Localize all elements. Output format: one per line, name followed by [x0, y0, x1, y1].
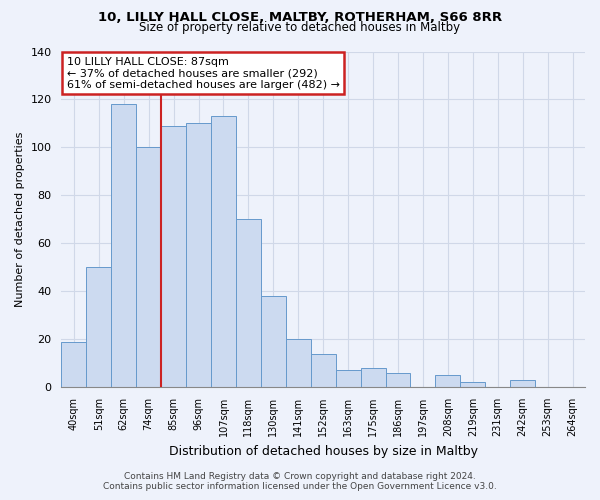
- Bar: [236, 220, 261, 387]
- Bar: [186, 124, 211, 387]
- Bar: [211, 116, 236, 387]
- Bar: [261, 296, 286, 387]
- Text: 10, LILLY HALL CLOSE, MALTBY, ROTHERHAM, S66 8RR: 10, LILLY HALL CLOSE, MALTBY, ROTHERHAM,…: [98, 11, 502, 24]
- Bar: [460, 382, 485, 387]
- Bar: [436, 375, 460, 387]
- Bar: [111, 104, 136, 387]
- Text: Contains HM Land Registry data © Crown copyright and database right 2024.
Contai: Contains HM Land Registry data © Crown c…: [103, 472, 497, 491]
- Bar: [311, 354, 335, 387]
- Bar: [335, 370, 361, 387]
- Bar: [510, 380, 535, 387]
- Bar: [161, 126, 186, 387]
- Bar: [86, 267, 111, 387]
- Text: 10 LILLY HALL CLOSE: 87sqm
← 37% of detached houses are smaller (292)
61% of sem: 10 LILLY HALL CLOSE: 87sqm ← 37% of deta…: [67, 56, 340, 90]
- Bar: [386, 372, 410, 387]
- Bar: [136, 148, 161, 387]
- Text: Size of property relative to detached houses in Maltby: Size of property relative to detached ho…: [139, 21, 461, 34]
- Y-axis label: Number of detached properties: Number of detached properties: [15, 132, 25, 307]
- Bar: [361, 368, 386, 387]
- Bar: [61, 342, 86, 387]
- Bar: [286, 339, 311, 387]
- X-axis label: Distribution of detached houses by size in Maltby: Distribution of detached houses by size …: [169, 444, 478, 458]
